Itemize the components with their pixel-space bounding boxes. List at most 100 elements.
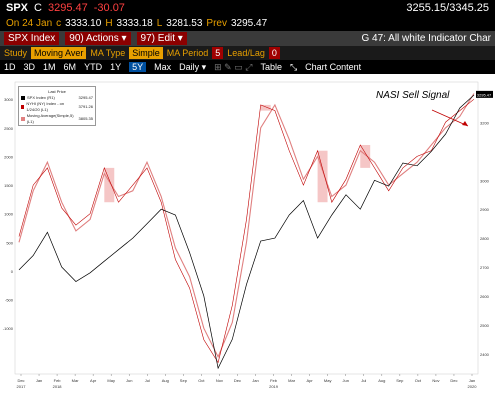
low-label: L xyxy=(156,18,163,29)
study-label: Study xyxy=(4,48,28,58)
ma-period-label: MA Period xyxy=(166,48,209,58)
x-tick-label: Jul xyxy=(361,378,366,383)
x-tick-label: Jan xyxy=(252,378,258,383)
year-label: 2020 xyxy=(468,384,478,389)
legend-header: Last Price xyxy=(48,89,66,94)
chart-type-icons[interactable]: ⊞ ✎ ▭ ⤢ xyxy=(214,61,253,72)
sell-signal-shade xyxy=(260,104,271,111)
edit-menu[interactable]: 97) Edit ▾ xyxy=(136,32,187,45)
legend-label: SPX Index (R1) xyxy=(27,95,55,100)
range-bar: 1D 3D 1M 6M YTD 1Y 5Y Max Daily ▾ ⊞ ✎ ▭ … xyxy=(0,60,495,74)
right-tick-label: 2600 xyxy=(480,294,490,299)
ma-period-input[interactable]: 5 xyxy=(212,47,224,59)
x-tick-label: Dec xyxy=(450,378,457,383)
x-tick-label: Apr xyxy=(307,378,314,383)
range-1m[interactable]: 1M xyxy=(43,62,56,72)
lead-lag-label: Lead/Lag xyxy=(227,48,265,58)
legend-swatch xyxy=(21,96,25,100)
study-select[interactable]: Moving Aver xyxy=(31,47,87,59)
index-field[interactable]: SPX Index xyxy=(4,32,60,45)
legend-value: 3791.26 xyxy=(78,104,93,109)
x-tick-label: May xyxy=(107,378,115,383)
year-label: 2018 xyxy=(53,384,63,389)
range-max[interactable]: Max xyxy=(154,62,172,72)
year-label: 2019 xyxy=(269,384,279,389)
last-price: 3295.47 xyxy=(47,2,88,14)
x-tick-label: Nov xyxy=(216,378,223,383)
open-label: c xyxy=(56,18,62,29)
ma-type-select[interactable]: Simple xyxy=(129,47,163,59)
left-tick-label: 2500 xyxy=(4,126,14,131)
chart-content-icon[interactable]: ⤡ xyxy=(289,61,298,72)
frequency-select[interactable]: Daily ▾ xyxy=(179,61,207,72)
range-1d[interactable]: 1D xyxy=(4,62,16,72)
right-tick-label: 3200 xyxy=(480,120,490,125)
x-tick-label: Jan xyxy=(469,378,475,383)
legend-swatch xyxy=(21,117,25,121)
annotation-arrow xyxy=(431,109,469,127)
legend-item: SPX Index (R1) 3295.47 xyxy=(21,95,93,101)
table-button[interactable]: Table xyxy=(260,62,282,72)
x-tick-label: Feb xyxy=(54,378,62,383)
right-tick-label: 2500 xyxy=(480,323,490,328)
range-3d[interactable]: 3D xyxy=(23,62,36,72)
legend-swatch xyxy=(21,105,25,109)
x-tick-label: Apr xyxy=(90,378,97,383)
x-tick-label: Aug xyxy=(162,378,169,383)
year-label: 2017 xyxy=(17,384,27,389)
nasi-sell-signal-annotation: NASI Sell Signal xyxy=(376,90,450,101)
x-tick-label: Dec xyxy=(234,378,241,383)
right-tick-label: 3000 xyxy=(480,178,490,183)
actions-menu[interactable]: 90) Actions ▾ xyxy=(65,32,131,45)
price-chart[interactable]: 300025002000150010005000-500-10003300320… xyxy=(0,74,495,400)
right-tick-label: 2900 xyxy=(480,207,490,212)
right-tick-label: 2700 xyxy=(480,265,490,270)
range-5y[interactable]: 5Y xyxy=(129,62,147,72)
x-tick-label: Sep xyxy=(396,378,404,383)
legend-item: Moving Average(Simple,5)(L1) 3805.35 xyxy=(21,113,93,125)
low-value: 3281.53 xyxy=(166,18,203,29)
chart-content-button[interactable]: Chart Content xyxy=(305,62,362,72)
right-tick-label: 2400 xyxy=(480,352,490,357)
left-tick-label: 3000 xyxy=(4,97,14,102)
x-tick-label: Dec xyxy=(17,378,24,383)
x-tick-label: Mar xyxy=(288,378,296,383)
prev-label: Prev xyxy=(206,18,227,29)
study-bar: Study Moving Aver MA Type Simple MA Peri… xyxy=(0,46,495,60)
left-tick-label: 500 xyxy=(6,240,13,245)
sell-signal-shade xyxy=(360,144,371,168)
spx-last-tag xyxy=(476,90,493,98)
legend-label: Moving Average(Simple,5)(L1) xyxy=(26,113,74,124)
range-ytd[interactable]: YTD xyxy=(84,62,103,72)
sell-signal-shade xyxy=(104,167,115,203)
x-tick-label: Jun xyxy=(126,378,132,383)
x-tick-label: Nov xyxy=(432,378,439,383)
x-tick-label: Mar xyxy=(72,378,80,383)
legend-label: NYHI (NY) Index - on 1/24/20 (L1) xyxy=(26,101,65,112)
annotation-arrowhead xyxy=(462,121,468,126)
right-tick-label: 2800 xyxy=(480,236,490,241)
high-value: 3333.18 xyxy=(116,18,153,29)
quote-header: SPX C 3295.47 -30.07 3255.15/3345.25 xyxy=(0,0,495,16)
chart-legend: Last Price SPX Index (R1) 3295.47 NYHI (… xyxy=(18,86,96,126)
left-tick-label: 1500 xyxy=(4,183,14,188)
range-1y[interactable]: 1Y xyxy=(110,62,122,72)
x-tick-label: Jul xyxy=(145,378,150,383)
chart-template-title: G 47: All white Indicator Char xyxy=(361,33,491,44)
prev-value: 3295.47 xyxy=(230,18,268,29)
moving-average-line xyxy=(18,93,475,359)
x-tick-label: Jan xyxy=(36,378,42,383)
legend-value: 3805.35 xyxy=(78,116,93,121)
x-tick-label: Aug xyxy=(378,378,385,383)
range-6m[interactable]: 6M xyxy=(63,62,77,72)
ticker-symbol[interactable]: SPX xyxy=(6,2,29,14)
ohlc-bar: On 24 Jan c 3333.10 H 3333.18 L 3281.53 … xyxy=(0,16,495,31)
x-tick-label: Oct xyxy=(415,378,422,383)
spx-last-tag-label: 3295.47 xyxy=(477,92,492,97)
left-tick-label: 0 xyxy=(11,269,14,274)
lead-lag-input[interactable]: 0 xyxy=(268,47,280,59)
left-tick-label: -500 xyxy=(5,298,14,303)
legend-item: NYHI (NY) Index - on 1/24/20 (L1) 3791.2… xyxy=(21,101,93,113)
nasi-line xyxy=(18,98,475,364)
